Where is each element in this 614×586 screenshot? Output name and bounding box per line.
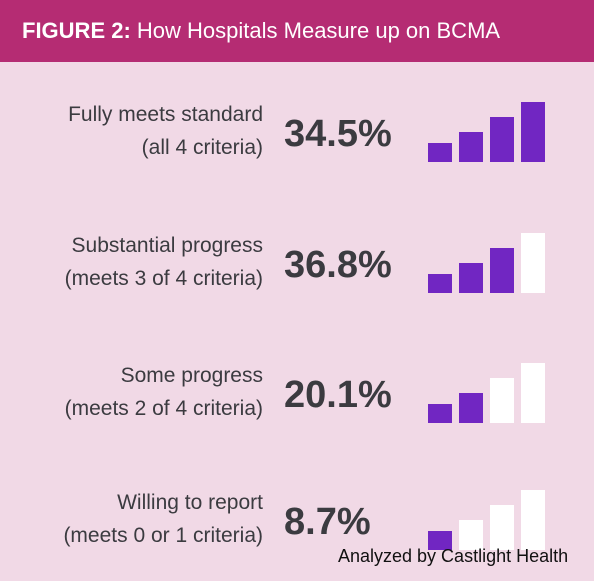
- row-label-line2: (meets 2 of 4 criteria): [64, 397, 263, 420]
- row-percent: 20.1%: [284, 374, 392, 416]
- row-label: Fully meets standard (all 4 criteria): [68, 98, 263, 164]
- infographic-card: FIGURE 2: How Hospitals Measure up on BC…: [0, 0, 594, 581]
- row-label: Some progress (meets 2 of 4 criteria): [65, 359, 263, 425]
- row-label-line2: (meets 0 or 1 criteria): [63, 524, 263, 547]
- empty-bar: [521, 363, 545, 423]
- filled-bar: [459, 393, 483, 423]
- row-label-line1: Fully meets standard: [68, 103, 263, 126]
- filled-bar: [459, 132, 483, 162]
- figure-header: FIGURE 2: How Hospitals Measure up on BC…: [0, 0, 594, 62]
- signal-bars-icon: [428, 486, 550, 550]
- row-label-line2: (meets 3 of 4 criteria): [64, 267, 263, 290]
- empty-bar: [490, 378, 514, 423]
- row-substantial-progress: Substantial progress (meets 3 of 4 crite…: [0, 229, 594, 329]
- empty-bar: [459, 520, 483, 550]
- filled-bar: [490, 248, 514, 293]
- filled-bar: [428, 143, 452, 162]
- figure-title: FIGURE 2: How Hospitals Measure up on BC…: [0, 18, 500, 44]
- row-willing-to-report: Willing to report (meets 0 or 1 criteria…: [0, 486, 594, 586]
- row-label: Substantial progress (meets 3 of 4 crite…: [65, 229, 263, 295]
- credit-text: Analyzed by Castlight Health: [338, 546, 569, 566]
- signal-bars-icon: [428, 229, 550, 293]
- figure-label: FIGURE 2:: [22, 18, 131, 43]
- empty-bar: [521, 233, 545, 293]
- filled-bar: [428, 404, 452, 423]
- row-label-line2: (all 4 criteria): [141, 136, 263, 159]
- row-some-progress: Some progress (meets 2 of 4 criteria) 20…: [0, 359, 594, 459]
- row-percent: 36.8%: [284, 244, 392, 286]
- empty-bar: [521, 490, 545, 550]
- row-percent: 34.5%: [284, 113, 392, 155]
- filled-bar: [428, 274, 452, 293]
- signal-bars-icon: [428, 359, 550, 423]
- empty-bar: [490, 505, 514, 550]
- filled-bar: [459, 263, 483, 293]
- figure-title-text: How Hospitals Measure up on BCMA: [136, 18, 501, 43]
- signal-bars-icon: [428, 98, 550, 162]
- row-label-line1: Some progress: [120, 364, 263, 387]
- row-label-line1: Willing to report: [117, 491, 263, 514]
- row-fully-meets: Fully meets standard (all 4 criteria) 34…: [0, 98, 594, 198]
- row-label: Willing to report (meets 0 or 1 criteria…: [63, 486, 263, 552]
- filled-bar: [521, 102, 545, 162]
- rows-container: Fully meets standard (all 4 criteria) 34…: [0, 62, 594, 581]
- filled-bar: [428, 531, 452, 550]
- row-label-line1: Substantial progress: [71, 234, 263, 257]
- row-percent: 8.7%: [284, 501, 371, 543]
- filled-bar: [490, 117, 514, 162]
